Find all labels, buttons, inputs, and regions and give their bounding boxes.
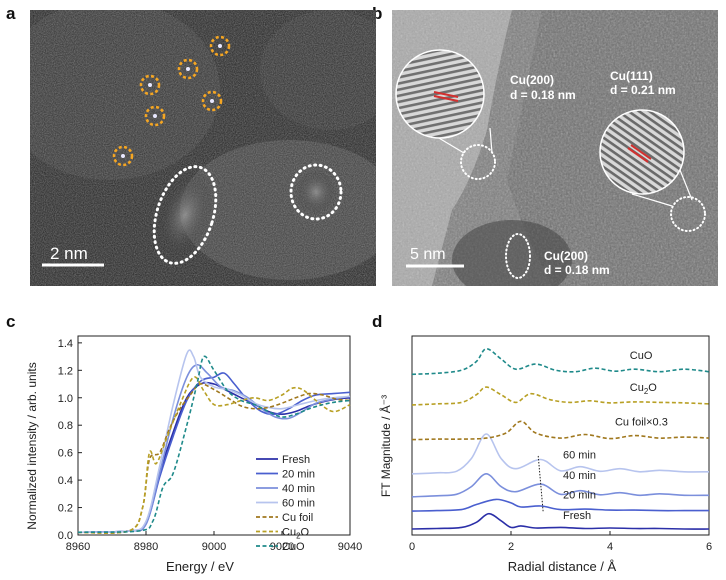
x-axis-label: Radial distance / Å [508, 559, 617, 574]
series-line [411, 433, 710, 475]
fringe-region-marker [505, 233, 531, 279]
single-atom-marker [177, 58, 199, 80]
series-label: 20 min [563, 489, 596, 501]
annotation-plane: Cu(111) [610, 69, 653, 83]
x-axis-label: Energy / eV [166, 559, 234, 574]
x-tick-label: 0 [409, 541, 415, 553]
y-tick-label: 0.0 [58, 530, 73, 542]
series-label: Fresh [563, 510, 591, 522]
x-tick-label: 8960 [66, 541, 90, 553]
legend-entry: Cu2O [282, 527, 309, 541]
x-tick-label: 9000 [202, 541, 226, 553]
annotation-plane: Cu(200) [544, 249, 588, 263]
plot-frame [411, 335, 710, 536]
series-line [411, 386, 710, 406]
y-tick-label: 1.4 [58, 338, 73, 350]
fringe-region-marker [460, 144, 496, 180]
y-tick-label: 0.6 [58, 448, 73, 460]
series-line [411, 472, 710, 498]
legend-entry: 60 min [282, 498, 315, 510]
series-line [77, 372, 351, 534]
series-line [77, 383, 351, 534]
xanes-chart: 8960 8980 9000 9020 9040 0.0 0.2 0.4 0.6 0.8 1.0 1.… [25, 335, 362, 574]
annotation-plane: Cu(200) [510, 73, 554, 87]
legend-entry: Fresh [282, 454, 310, 466]
panel-label-b: b [372, 4, 383, 23]
y-tick-label: 0.8 [58, 420, 73, 432]
x-tick-label: 2 [508, 541, 514, 553]
series-line [411, 420, 710, 441]
series-line [77, 355, 351, 534]
series-label: CuO [630, 350, 653, 362]
y-tick-label: 1.0 [58, 393, 73, 405]
hrtem-micrograph: Cu(200) d = 0.18 nm Cu(111) d = 0.21 nm … [392, 10, 718, 286]
y-tick-label: 0.4 [58, 475, 73, 487]
scale-bar-label: 2 nm [50, 244, 88, 263]
single-atom-marker [144, 105, 166, 127]
series-label: Cu foil×0.3 [615, 416, 668, 428]
exafs-chart: 0 2 4 6 CuO Cu2O Cu foil×0.3 60 min 40 min 20 min… [378, 335, 712, 574]
scale-bar-label: 5 nm [410, 246, 446, 263]
panel-label-a: a [6, 4, 16, 23]
panel-label-d: d [372, 312, 383, 331]
series-label: Cu2O [630, 382, 657, 396]
series-line [77, 376, 351, 534]
legend-entry: 40 min [282, 483, 315, 495]
x-tick-label: 6 [706, 541, 712, 553]
y-axis-label: Normalized intensity / arb. units [25, 362, 39, 529]
series-label: 60 min [563, 450, 596, 462]
single-atom-marker [112, 145, 134, 167]
single-atom-marker [209, 35, 231, 57]
cluster-outline [152, 165, 218, 265]
x-tick-label: 4 [607, 541, 613, 553]
annotation-spacing: d = 0.18 nm [510, 88, 576, 102]
y-tick-label: 0.2 [58, 503, 73, 515]
x-tick-label: 8980 [134, 541, 158, 553]
peak-shift-marker [537, 455, 544, 513]
legend-entry: 20 min [282, 469, 315, 481]
stem-micrograph: 2 nm [30, 10, 376, 286]
single-atom-marker [201, 90, 223, 112]
x-tick-label: 9040 [338, 541, 362, 553]
series-line [77, 349, 351, 534]
series-line [411, 498, 709, 512]
x-tick-label: 9020 [270, 541, 294, 553]
fringe-region-marker [670, 196, 706, 232]
series-label: 40 min [563, 470, 596, 482]
annotation-spacing: d = 0.18 nm [544, 263, 610, 277]
stem-image: 2 nm [30, 10, 376, 286]
cluster-outline [289, 163, 343, 221]
annotation-spacing: d = 0.21 nm [610, 83, 676, 97]
y-tick-label: 1.2 [58, 365, 73, 377]
panel-label-c: c [6, 312, 16, 331]
series-line [411, 348, 710, 376]
hrtem-image: Cu(200) d = 0.18 nm Cu(111) d = 0.21 nm … [392, 10, 718, 286]
series-line [411, 512, 710, 530]
y-axis-label: FT Magnitude / Å⁻³ [378, 395, 393, 497]
legend-entry: CuO [282, 541, 305, 553]
single-atom-marker [139, 74, 161, 96]
legend-entry: Cu foil [282, 512, 313, 524]
